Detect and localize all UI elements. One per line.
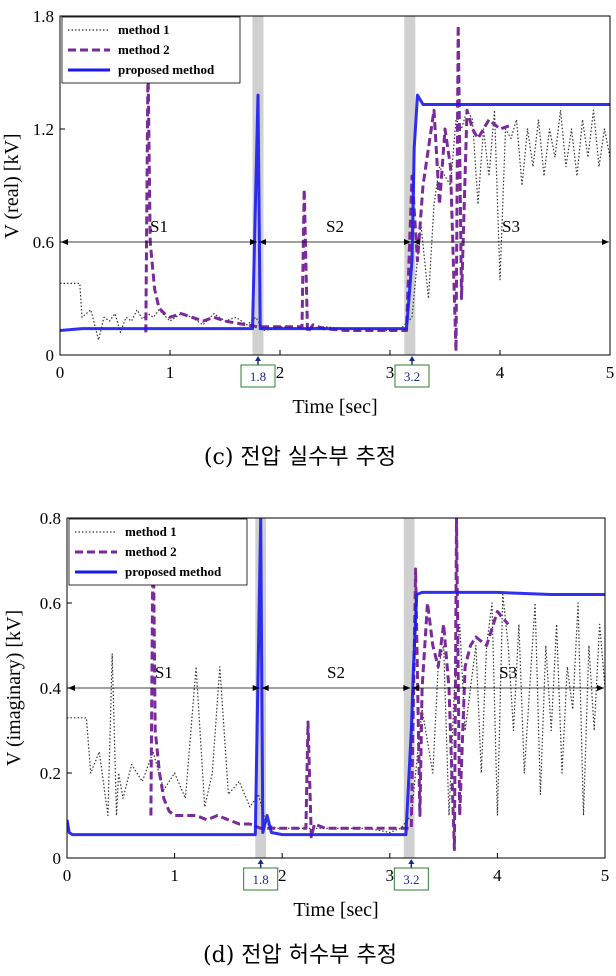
legend-box — [68, 518, 248, 586]
segment-arrowhead-right — [404, 239, 411, 245]
marker-box — [393, 867, 429, 891]
x-tick-label: 1 — [170, 866, 179, 885]
segment-label: S2 — [326, 217, 344, 236]
marker-label: 1.8 — [253, 872, 269, 887]
legend-label: method 2 — [125, 544, 177, 559]
x-tick-label: 4 — [493, 866, 502, 885]
marker-label: 3.2 — [403, 872, 419, 887]
plot-lines — [67, 518, 605, 851]
segment-arrowhead-left — [61, 239, 68, 245]
y-tick-label: 1.8 — [33, 7, 54, 26]
series-line-method-2 — [149, 518, 510, 851]
segment-label: S3 — [502, 217, 520, 236]
x-tick-label: 1 — [166, 363, 175, 382]
plot-frame — [66, 517, 606, 859]
legend-label: proposed method — [125, 564, 222, 579]
marker-box — [394, 364, 430, 388]
marker-arrowhead — [257, 859, 264, 864]
segment-arrows: S1 S2 S3 — [61, 217, 609, 245]
x-axis-label: Time [sec] — [292, 396, 377, 418]
plot-lines — [60, 23, 610, 353]
series-line-proposed-method — [60, 93, 610, 332]
marker-box — [243, 867, 279, 891]
x-tick-label: 3 — [386, 866, 395, 885]
x-axis-label: Time [sec] — [293, 899, 378, 921]
y-tick-label: 0.6 — [33, 233, 54, 252]
x-tick-label: 0 — [63, 866, 72, 885]
y-tick-label: 1.2 — [33, 120, 54, 139]
y-tick-labels: 0 0.6 1.2 1.8 — [33, 7, 54, 365]
time-markers: 1.8 3.2 — [240, 356, 430, 388]
transition-bands — [252, 16, 416, 355]
segment-label: S1 — [150, 217, 168, 236]
x-tick-label: 3 — [386, 363, 395, 382]
time-markers: 1.8 3.2 — [243, 859, 429, 891]
legend: method 1 method 2 proposed method — [68, 518, 248, 586]
y-tick-label: 0.8 — [40, 509, 61, 528]
legend-label: method 1 — [118, 22, 170, 37]
marker-label: 3.2 — [404, 369, 420, 384]
segment-arrowhead-right — [250, 239, 257, 245]
segment-arrowhead-right — [597, 685, 604, 691]
series-line-method-1 — [67, 593, 605, 834]
segment-arrowhead-left — [68, 685, 75, 691]
y-axis-label: V (real) [kV] — [1, 133, 23, 238]
marker-label: 1.8 — [250, 369, 266, 384]
legend-label: method 2 — [118, 42, 170, 57]
segment-arrows: S1 S2 S3 — [68, 663, 604, 691]
segment-arrowhead-left — [259, 239, 266, 245]
segment-arrowhead-right — [602, 239, 609, 245]
legend-label: method 1 — [125, 524, 177, 539]
y-tick-label: 0.2 — [40, 764, 61, 783]
marker-box — [240, 364, 276, 388]
plot-frame — [59, 15, 611, 356]
x-tick-label: 4 — [496, 363, 505, 382]
marker-arrowhead — [408, 859, 415, 864]
x-tick-label: 5 — [606, 363, 615, 382]
segment-label: S1 — [155, 663, 173, 682]
chart-imaginary-voltage: S1 S2 S3 0 1 2 3 4 5 0 0.2 0.4 0.6 0.8 1.8 3.2 metho… — [3, 509, 609, 968]
series-line-proposed-method — [67, 518, 605, 837]
marker-arrowhead — [409, 356, 415, 361]
x-tick-labels: 0 1 2 3 4 5 — [56, 363, 615, 382]
segment-arrowhead-left — [413, 239, 420, 245]
y-tick-label: 0 — [46, 346, 55, 365]
legend: method 1 method 2 proposed method — [61, 16, 241, 84]
y-tick-label: 0 — [53, 849, 62, 868]
y-tick-label: 0.6 — [40, 594, 61, 613]
series-line-method-1 — [60, 109, 610, 341]
x-tick-label: 0 — [56, 363, 65, 382]
segment-arrowhead-left — [412, 685, 420, 691]
legend-box — [61, 16, 241, 84]
segment-label: S2 — [327, 663, 345, 682]
segment-label: S3 — [499, 663, 517, 682]
legend-label: proposed method — [118, 62, 215, 77]
figure-caption: (c) 전압 실수부 추정 — [204, 445, 396, 470]
chart-real-voltage: S1 S2 S3 0 1 2 3 4 5 0 0.6 1.2 1.8 1.8 3.2 method 1… — [1, 7, 614, 470]
segment-arrowhead-right — [403, 685, 411, 691]
transition-band-2 — [404, 16, 416, 355]
y-axis-label: V (imaginary) [kV] — [3, 610, 25, 766]
x-tick-labels: 0 1 2 3 4 5 — [63, 866, 610, 885]
segment-arrowhead-right — [252, 685, 260, 691]
x-tick-label: 2 — [278, 866, 287, 885]
figure-caption: (d) 전압 허수부 추정 — [203, 943, 397, 968]
marker-arrowhead — [255, 356, 261, 361]
x-tick-label: 2 — [276, 363, 285, 382]
x-tick-label: 5 — [601, 866, 610, 885]
segment-arrowhead-left — [261, 685, 269, 691]
y-tick-label: 0.4 — [40, 679, 62, 698]
y-tick-labels: 0 0.2 0.4 0.6 0.8 — [40, 509, 62, 868]
